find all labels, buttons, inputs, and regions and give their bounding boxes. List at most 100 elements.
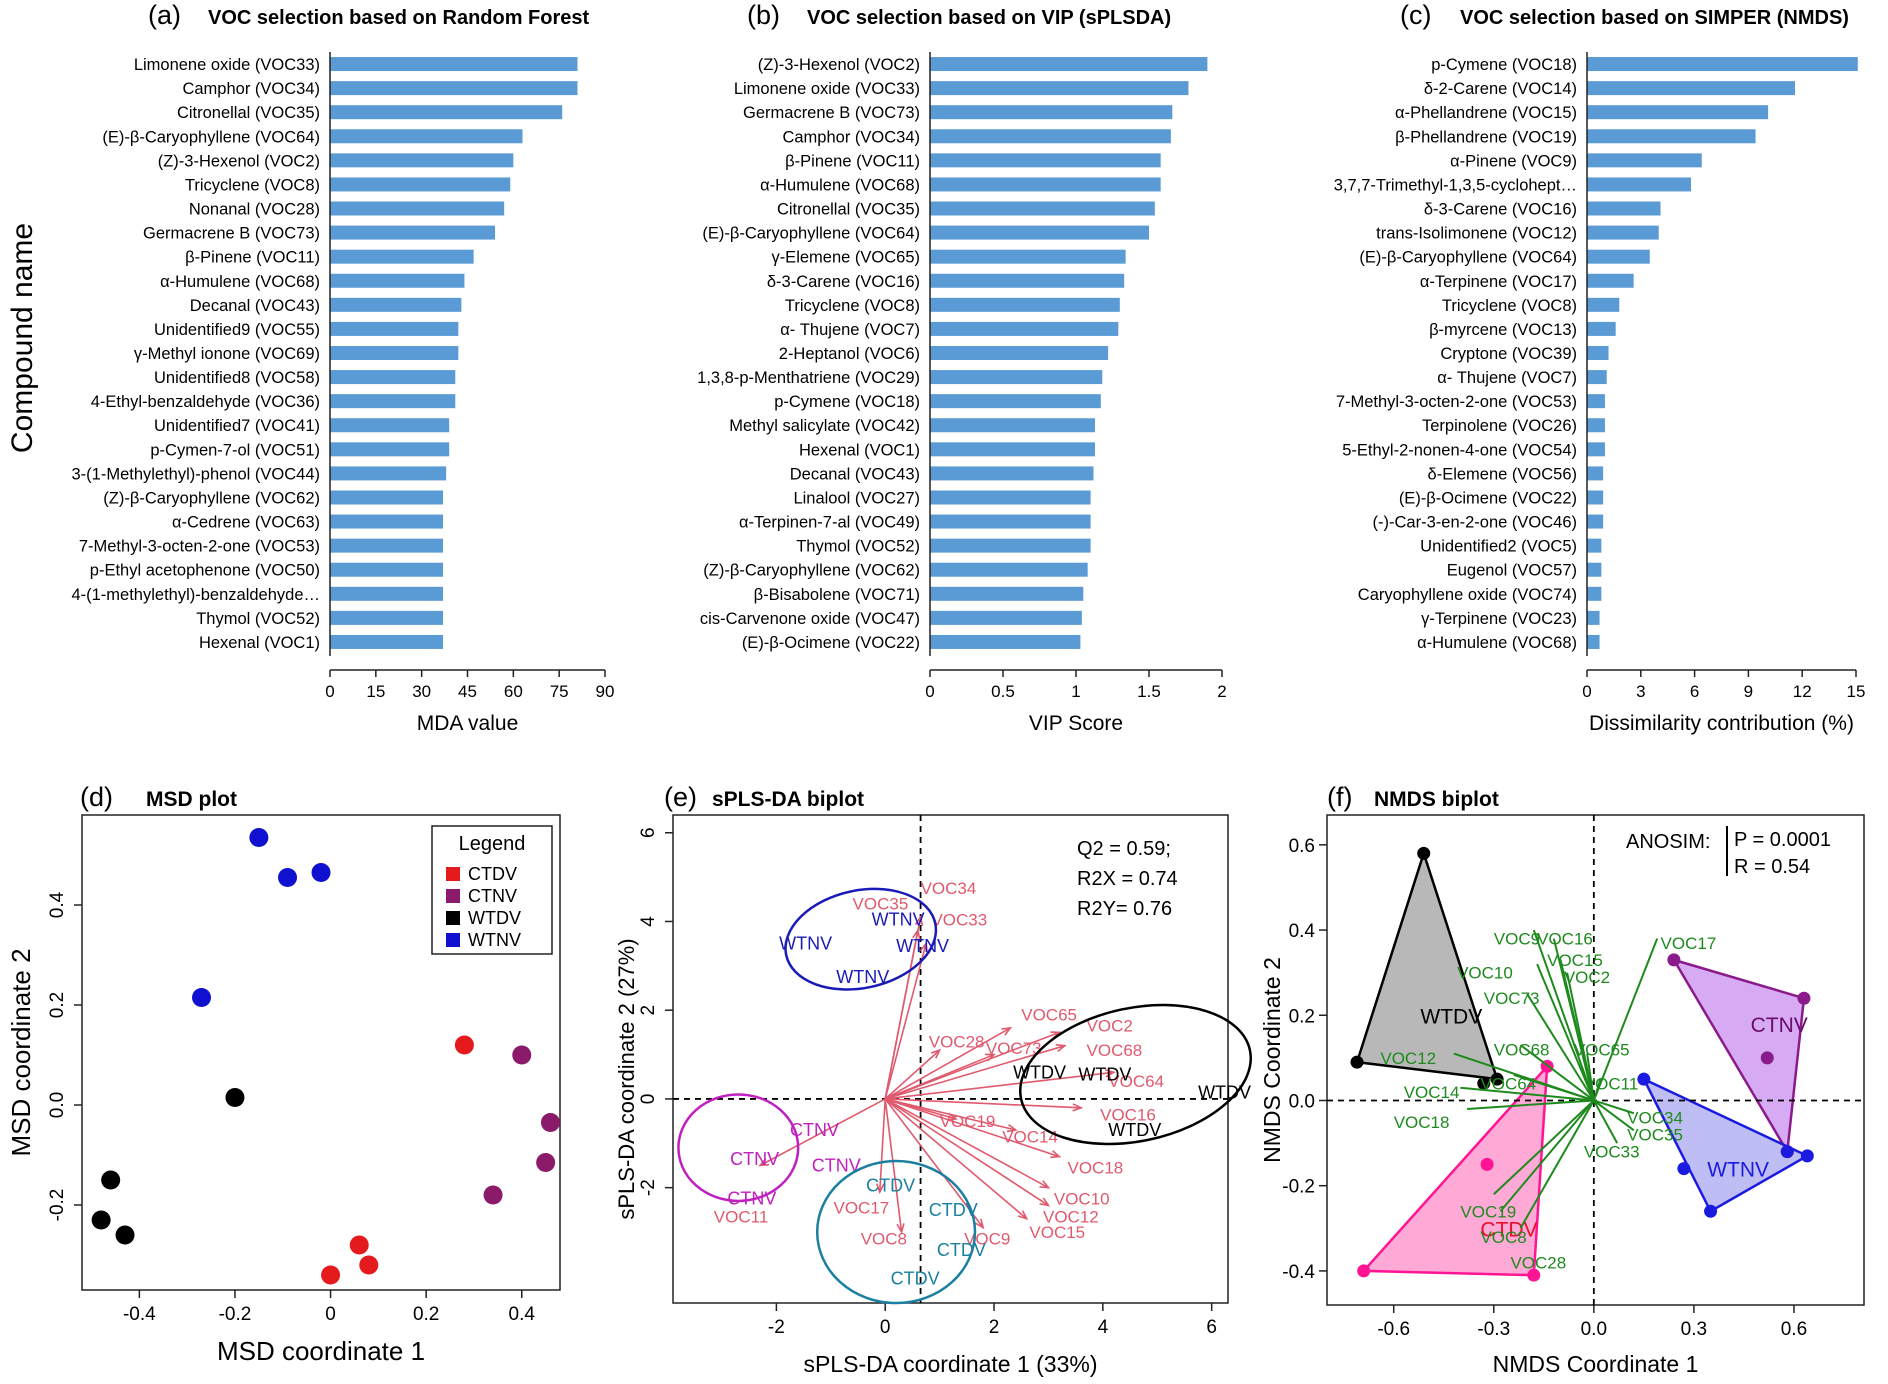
point-wtdv bbox=[1490, 1072, 1504, 1086]
x-axis-title: MSD coordinate 1 bbox=[217, 1336, 425, 1366]
category-label: (Z)-β-Caryophyllene (VOC62) bbox=[703, 562, 920, 580]
panel-a-random-forest-bar-chart: (a) VOC selection based on Random Forest L… bbox=[71, 0, 614, 735]
loading-arrow bbox=[1593, 1099, 1635, 1132]
arrow-label: VOC15 bbox=[1547, 951, 1603, 970]
category-label: Terpinolene (VOC26) bbox=[1422, 417, 1577, 435]
bar bbox=[330, 610, 444, 625]
loading-arrow bbox=[884, 1098, 1060, 1158]
point-ctdv bbox=[1480, 1157, 1494, 1171]
arrow-label: VOC8 bbox=[861, 1230, 907, 1249]
category-label: α-Humulene (VOC68) bbox=[1417, 634, 1577, 652]
category-label: β-Phellandrene (VOC19) bbox=[1395, 128, 1577, 146]
category-label: δ-2-Carene (VOC14) bbox=[1424, 80, 1577, 98]
group-ellipse-wtdv bbox=[1018, 1003, 1253, 1146]
bar bbox=[1587, 610, 1600, 625]
category-label: Citronellal (VOC35) bbox=[777, 201, 920, 219]
category-label: (E)-β-Caryophyllene (VOC64) bbox=[1359, 249, 1577, 267]
bar bbox=[330, 562, 444, 577]
bar bbox=[930, 586, 1084, 601]
x-axis-title: MDA value bbox=[417, 712, 519, 735]
category-label: Eugenol (VOC57) bbox=[1447, 562, 1577, 580]
category-label: Unidentified7 (VOC41) bbox=[154, 417, 320, 435]
plot-frame bbox=[672, 814, 1229, 1304]
sample-label: CTNV bbox=[812, 1155, 861, 1175]
x-tick-label: 75 bbox=[550, 682, 569, 701]
y-tick-label: 0.0 bbox=[1289, 1091, 1315, 1112]
category-label: β-Pinene (VOC11) bbox=[185, 249, 320, 267]
point-wtnv bbox=[1800, 1149, 1814, 1163]
loading-arrow bbox=[878, 1098, 887, 1193]
point-ctdv bbox=[1527, 1268, 1541, 1282]
x-tick-label: 6 bbox=[1206, 1317, 1217, 1338]
y-tick-label: 0.0 bbox=[47, 1092, 68, 1118]
panel-label: (a) bbox=[148, 0, 181, 30]
category-label: α- Thujene (VOC7) bbox=[1437, 369, 1577, 387]
plot-frame bbox=[1326, 814, 1865, 1306]
category-label: δ-Elemene (VOC56) bbox=[1428, 465, 1577, 483]
loading-arrow bbox=[1593, 1099, 1635, 1115]
category-label: α-Humulene (VOC68) bbox=[760, 176, 920, 194]
bar bbox=[930, 394, 1101, 409]
bar bbox=[1587, 57, 1858, 72]
loading-arrow bbox=[1592, 1099, 1619, 1144]
category-label: (Z)-3-Hexenol (VOC2) bbox=[758, 56, 920, 74]
group-hull-ctnv bbox=[1671, 957, 1806, 1156]
x-tick-label: 0.3 bbox=[1681, 1319, 1707, 1340]
bar bbox=[330, 105, 563, 120]
legend-swatch bbox=[446, 933, 460, 947]
group-hull-wtnv bbox=[1641, 1076, 1811, 1214]
point-ctnv bbox=[483, 1185, 503, 1205]
arrow-head bbox=[914, 915, 924, 927]
x-axis-title: VIP Score bbox=[1029, 712, 1123, 735]
arrow-head bbox=[985, 1053, 996, 1062]
y-tick-label: 2 bbox=[638, 1005, 659, 1016]
arrow-head bbox=[1006, 1124, 1018, 1133]
bar bbox=[330, 442, 450, 457]
x-tick-label: 2 bbox=[1217, 682, 1226, 701]
legend-entry: CTNV bbox=[468, 886, 517, 906]
arrow-label: VOC19 bbox=[1460, 1202, 1516, 1221]
bar bbox=[930, 81, 1189, 96]
arrow-head bbox=[896, 1223, 905, 1235]
loading-arrow bbox=[1460, 1086, 1594, 1102]
arrow-head bbox=[1017, 1210, 1029, 1221]
bar bbox=[930, 610, 1082, 625]
loading-arrow bbox=[1519, 1099, 1595, 1229]
loading-arrow bbox=[1513, 1073, 1595, 1102]
group-hull-ctdv bbox=[1360, 1062, 1549, 1277]
category-label: Hexenal (VOC1) bbox=[199, 634, 320, 652]
group-label: WTDV bbox=[1420, 1005, 1482, 1028]
category-label: (E)-β-Caryophyllene (VOC64) bbox=[702, 225, 920, 243]
category-label: Citronellal (VOC35) bbox=[177, 104, 320, 122]
x-tick-label: 0.2 bbox=[413, 1304, 439, 1325]
stat-text: R2Y= 0.76 bbox=[1077, 898, 1172, 920]
bar bbox=[930, 562, 1088, 577]
category-label: Tricyclene (VOC8) bbox=[1442, 297, 1577, 315]
point-wtdv bbox=[101, 1170, 121, 1190]
sample-label: WTNV bbox=[872, 909, 925, 929]
category-label: Tricyclene (VOC8) bbox=[785, 297, 920, 315]
bar bbox=[930, 514, 1091, 529]
arrow-label: VOC15 bbox=[1029, 1223, 1085, 1242]
x-tick-label: -2 bbox=[768, 1317, 785, 1338]
bar bbox=[330, 153, 514, 168]
category-label: Decanal (VOC43) bbox=[190, 297, 320, 315]
y-axis-title: sPLS-DA coordinate 2 (27%) bbox=[614, 938, 639, 1219]
y-axis-title: NMDS Coordinate 2 bbox=[1259, 957, 1285, 1163]
bar bbox=[1587, 634, 1600, 649]
category-label: Thymol (VOC52) bbox=[796, 538, 920, 556]
y-tick-label: -0.2 bbox=[47, 1189, 68, 1222]
sample-label: CTNV bbox=[727, 1189, 776, 1209]
point-wtnv bbox=[1704, 1204, 1718, 1218]
arrow-label: VOC64 bbox=[1480, 1074, 1536, 1093]
x-tick-label: 0 bbox=[880, 1317, 891, 1338]
bar bbox=[1587, 442, 1605, 457]
arrow-label: VOC28 bbox=[1510, 1253, 1566, 1272]
loading-arrow bbox=[884, 1049, 941, 1100]
point-wtnv bbox=[311, 863, 331, 882]
loading-arrow bbox=[884, 1098, 903, 1233]
point-ctnv bbox=[1760, 1051, 1774, 1065]
sample-label: WTDV bbox=[1198, 1082, 1251, 1102]
stat-text: R2X = 0.74 bbox=[1077, 868, 1178, 890]
y-axis-title: MSD coordinate 2 bbox=[6, 948, 36, 1156]
